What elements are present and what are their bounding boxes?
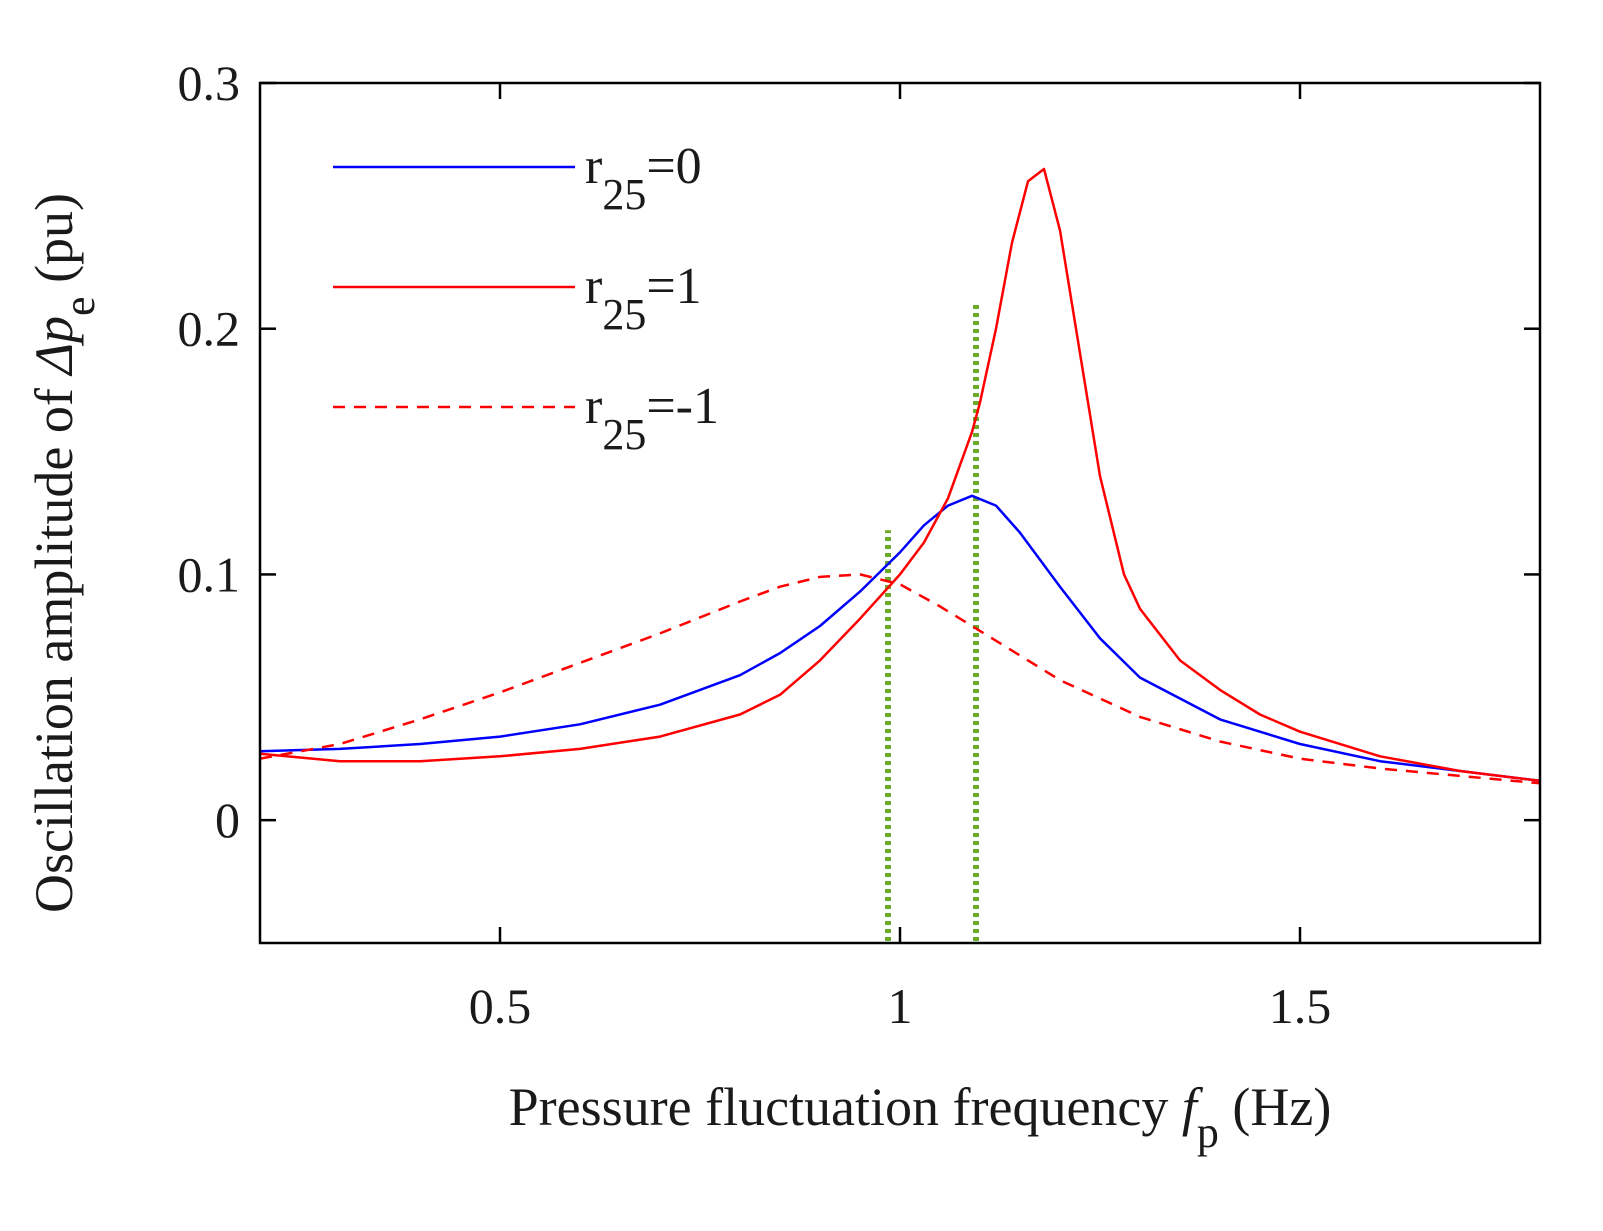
y-tick-label: 0.1 — [178, 546, 241, 602]
y-tick-label: 0 — [215, 792, 240, 848]
legend-label: r25=0 — [585, 138, 702, 219]
legend-label: r25=1 — [585, 258, 702, 339]
series-line-r25=1 — [260, 167, 1540, 783]
x-tick-label: 1.5 — [1269, 978, 1332, 1034]
y-tick-label: 0.3 — [178, 55, 241, 111]
series-line-r25=0 — [260, 494, 1540, 783]
legend-label: r25=-1 — [585, 378, 719, 459]
axes-box — [258, 81, 1542, 945]
series-line-r25=-1 — [260, 573, 1540, 785]
x-axis-label: Pressure fluctuation frequency fp (Hz) — [509, 1077, 1332, 1157]
x-tick-label: 0.5 — [469, 978, 532, 1034]
axis-ticks: 0.5 1 1.5 0 0.1 0.2 0.3 — [178, 55, 1540, 1034]
y-axis-label: Oscillation amplitude of Δpe (pu) — [24, 193, 104, 913]
y-tick-label: 0.2 — [178, 301, 241, 357]
legend: r25=0 r25=1 r25=-1 — [333, 138, 719, 459]
plot-area — [260, 167, 1540, 941]
x-tick-label: 1 — [888, 978, 913, 1034]
